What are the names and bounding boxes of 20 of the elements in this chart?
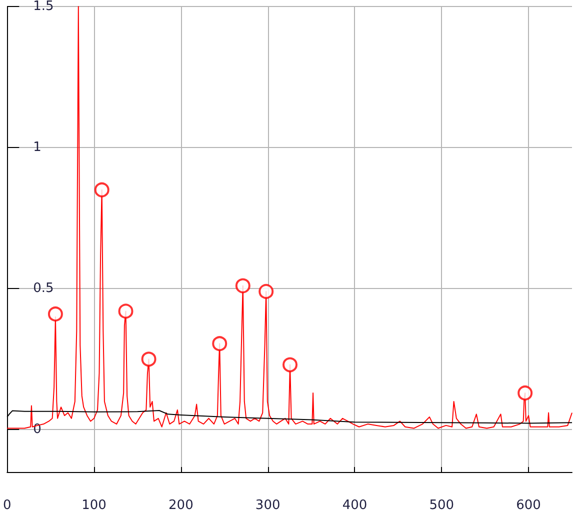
x-tick-label: 100 bbox=[82, 498, 106, 512]
point bbox=[282, 357, 298, 372]
x-tick-label: 300 bbox=[255, 498, 280, 512]
point bbox=[212, 336, 228, 352]
point bbox=[118, 304, 134, 319]
point bbox=[141, 352, 156, 367]
point bbox=[94, 182, 110, 198]
x-tick-label: 500 bbox=[429, 498, 454, 512]
point bbox=[235, 278, 250, 294]
y-tick-label: 1.5 bbox=[33, 0, 54, 14]
x-tick-label: 400 bbox=[342, 498, 368, 512]
y-tick-label: 1 bbox=[33, 140, 42, 156]
x-tick-label: 200 bbox=[168, 498, 194, 512]
x-tick-label: 0 bbox=[2, 498, 12, 512]
point bbox=[518, 386, 533, 400]
y-tick-label: 0.5 bbox=[33, 281, 54, 296]
y-tick-label: 0 bbox=[33, 422, 42, 438]
x-tick-label: 600 bbox=[516, 498, 541, 512]
point bbox=[258, 284, 274, 299]
point bbox=[48, 306, 63, 322]
